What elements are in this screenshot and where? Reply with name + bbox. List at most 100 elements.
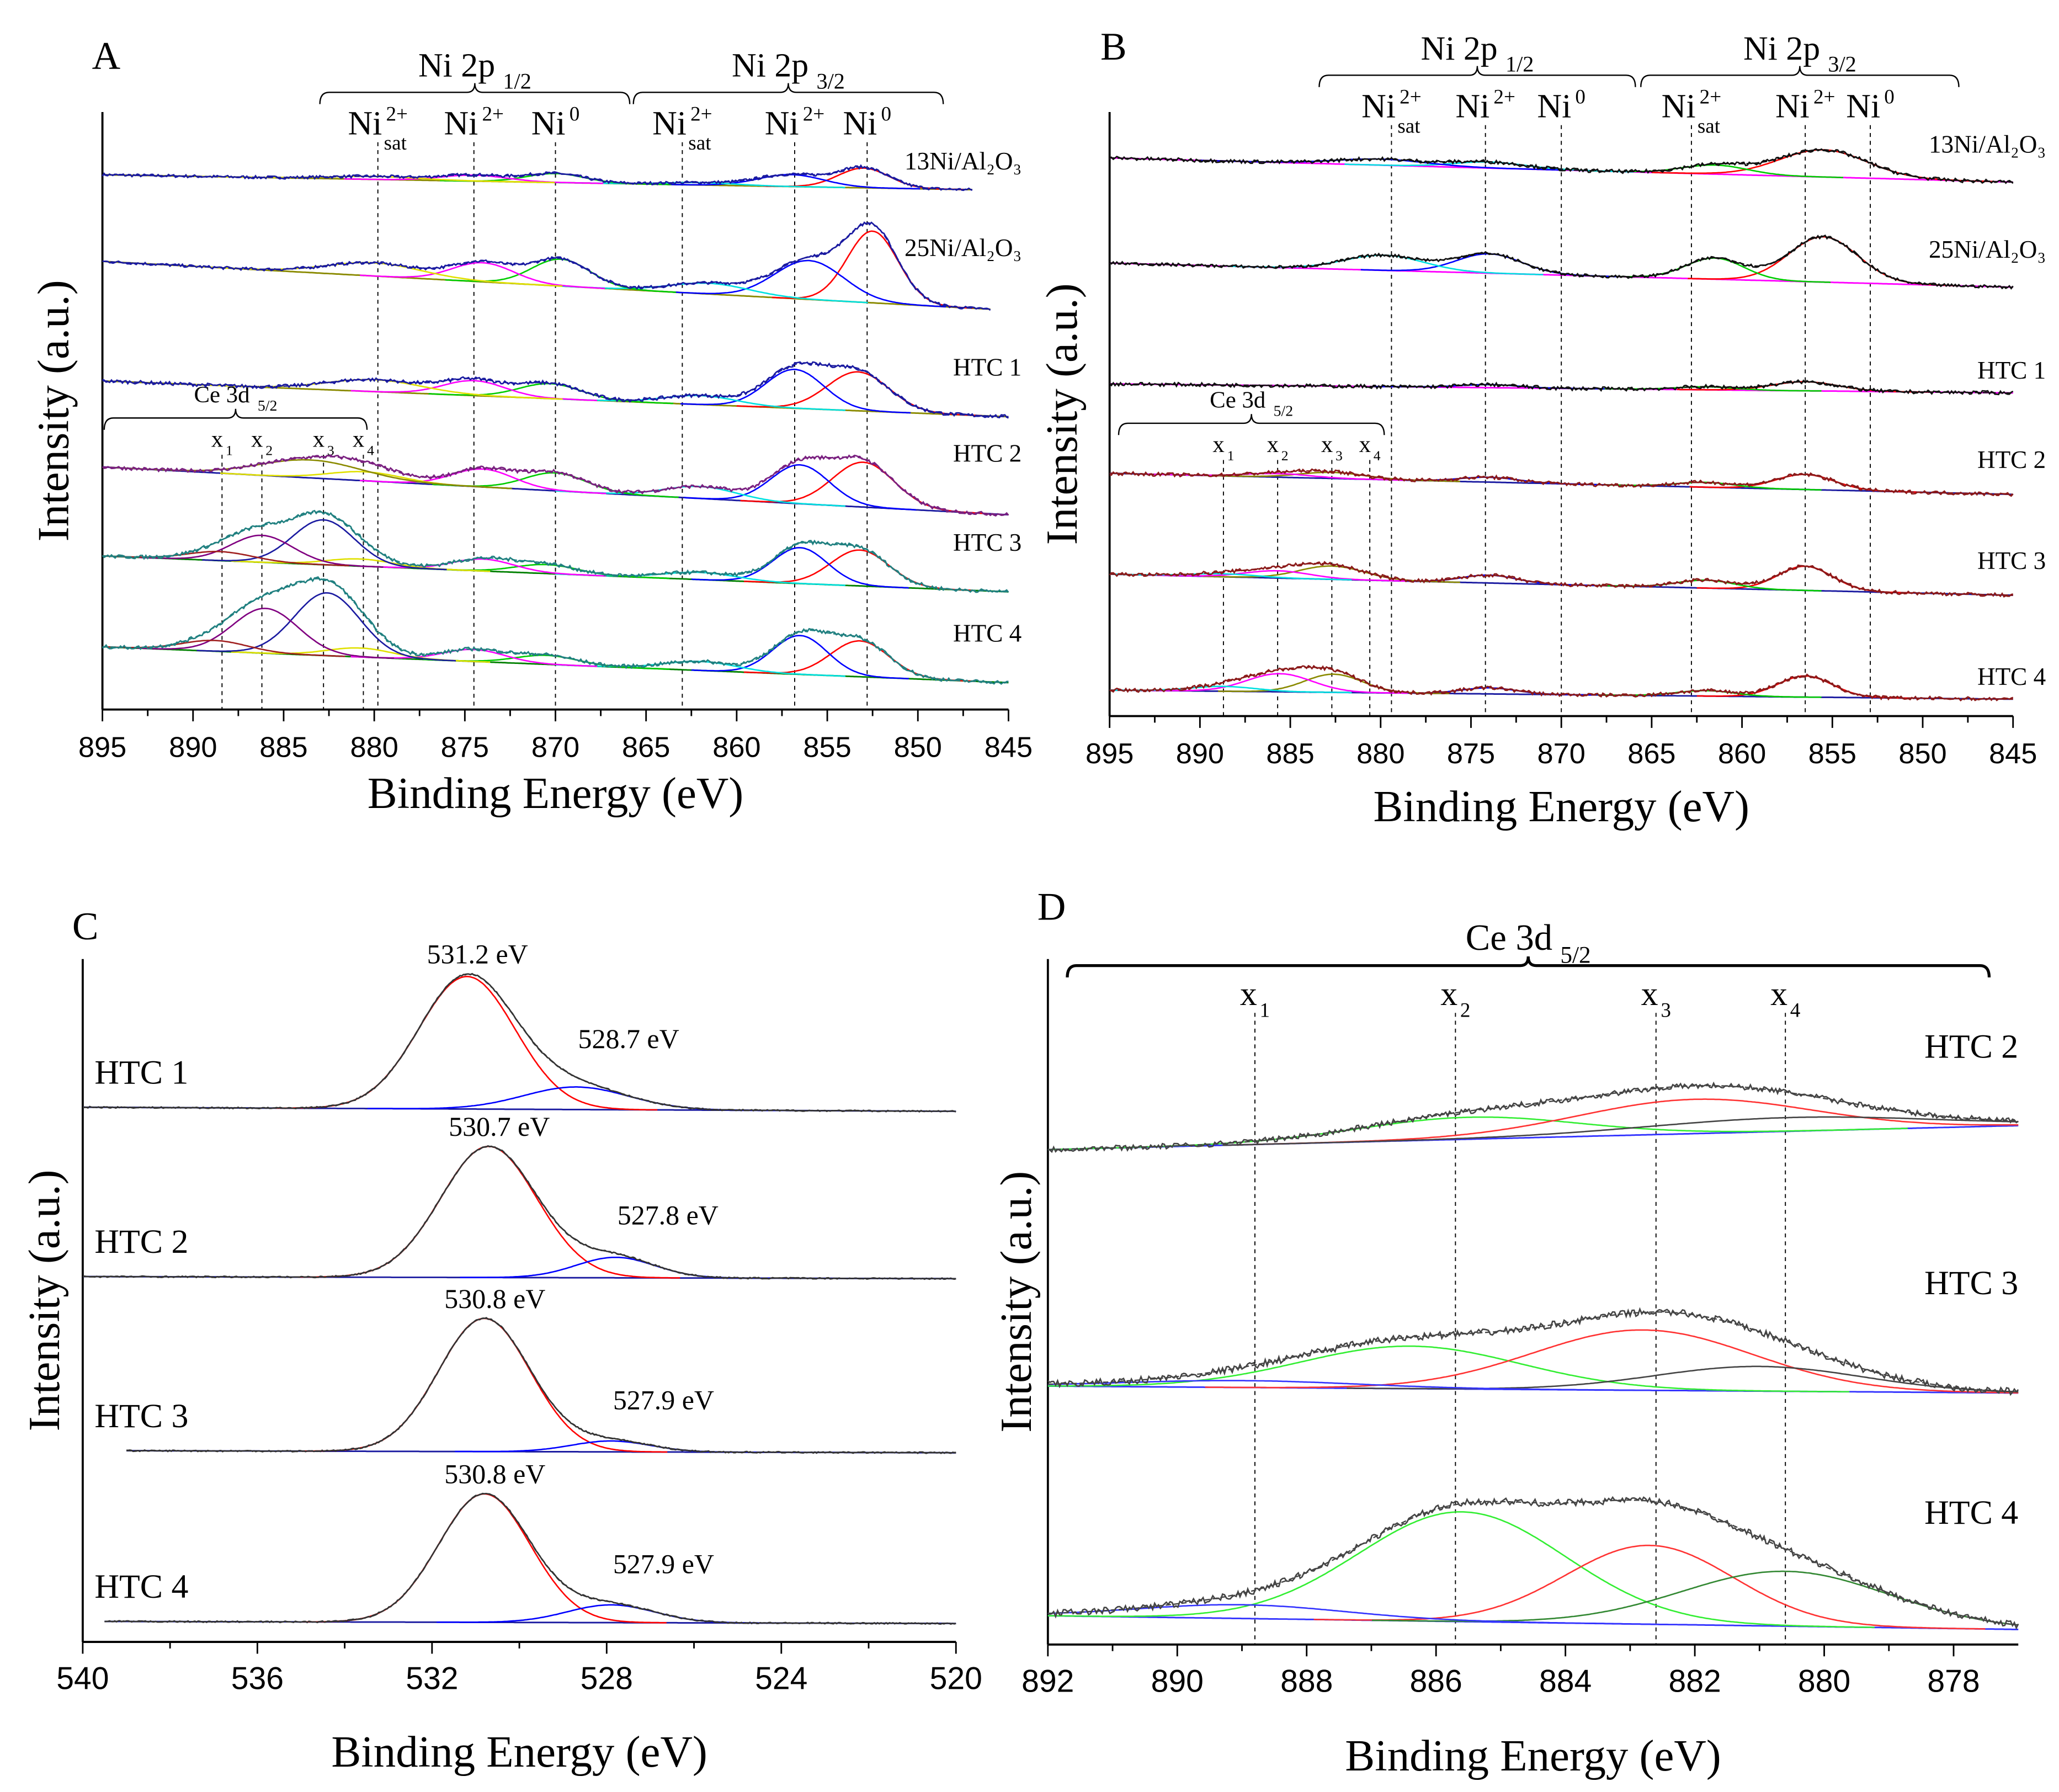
spectrum: HTC 3: [1109, 547, 2046, 598]
series-label: HTC 2: [953, 440, 1021, 467]
fit-component: [1222, 1116, 2019, 1146]
reference-label-main: x: [211, 427, 223, 453]
fit-component: [684, 464, 916, 511]
y-axis-label: Intensity (a.u.): [1038, 283, 1087, 545]
x-tick-label: 865: [622, 731, 670, 763]
fit-component: [680, 369, 911, 414]
panel-D: D 892 890 888 886 884 882 880 878 Binding Energy …: [992, 885, 2019, 1780]
spectrum: HTC 4 530.8 eV 527.9 eV: [94, 1458, 956, 1625]
x-tick-label: 532: [406, 1661, 458, 1697]
fit-component: [743, 640, 975, 682]
reference-label-sup: 0: [570, 103, 580, 126]
series-label: HTC 4: [94, 1568, 188, 1605]
x-tick-label: 528: [581, 1661, 633, 1697]
peak-label: 530.8 eV: [444, 1458, 545, 1489]
reference-label: Ni 2+: [765, 103, 824, 142]
x-tick-label: 855: [803, 731, 851, 763]
reference-label: Ni 2+: [444, 103, 503, 142]
fit-component: [202, 519, 447, 571]
fit-component: [185, 262, 563, 287]
x-tick-label: 890: [169, 731, 217, 763]
reference-label-main: x: [1770, 975, 1787, 1013]
spectrum: HTC 2: [1109, 446, 2046, 497]
series-label: HTC 4: [1924, 1494, 2018, 1532]
reference-label-sub: 3: [1336, 448, 1343, 464]
y-axis-label: Intensity (a.u.): [992, 1171, 1041, 1433]
group-label-sub: 5/2: [1560, 942, 1590, 968]
x-tick-label: 865: [1627, 738, 1675, 770]
group-label: Ni 2p 1/2: [418, 47, 531, 94]
raw-spectrum: [102, 361, 1009, 419]
reference-label: Ni 2+ sat: [1662, 86, 1721, 138]
reference-label-main: Ni: [843, 104, 877, 142]
y-axis-label: Intensity (a.u.): [20, 1169, 69, 1431]
group-label-sub: 5/2: [258, 397, 278, 414]
fit-component: [1230, 1098, 2019, 1146]
reference-label-main: x: [313, 427, 324, 453]
x-tick-label: 888: [1280, 1663, 1333, 1699]
spectrum: HTC 2: [102, 440, 1021, 517]
series-label: 13Ni/Al₂O₃: [905, 147, 1021, 175]
reference-label: Ni 2+: [1455, 86, 1515, 125]
series-label: HTC 4: [953, 619, 1021, 647]
raw-spectrum: [102, 221, 991, 311]
raw-spectrum: [1047, 1081, 2019, 1153]
spectrum: HTC 4: [1047, 1494, 2019, 1630]
series-label: HTC 2: [94, 1223, 188, 1261]
reference-label-sub: sat: [1698, 115, 1721, 137]
reference-label-main: x: [251, 427, 263, 453]
reference-label-sub: 3: [1661, 999, 1671, 1022]
group-label: Ni 2p 3/2: [1743, 30, 1856, 77]
reference-label-sub: 2: [265, 443, 273, 459]
group-bracket: [632, 83, 944, 104]
peak-label: 527.8 eV: [618, 1200, 719, 1231]
group-label-main: Ni 2p: [418, 47, 495, 84]
x-tick-label: 882: [1668, 1663, 1721, 1699]
group-bracket: [1066, 956, 1991, 978]
reference-label-main: x: [1641, 975, 1658, 1013]
fit-component: [359, 468, 606, 494]
spectrum: 13Ni/Al₂O₃: [1109, 131, 2046, 184]
series-label: HTC 1: [953, 354, 1021, 381]
fit-component: [1218, 673, 1450, 694]
fit-component: [196, 592, 456, 662]
fit-component: [102, 551, 349, 567]
x-tick-label: 860: [712, 731, 760, 763]
x-axis-label: Binding Energy (eV): [1345, 1731, 1721, 1780]
x-axis-label: Binding Energy (eV): [368, 769, 743, 818]
series-label: HTC 1: [1977, 357, 2046, 384]
spectrum: 13Ni/Al₂O₃: [102, 147, 1021, 192]
raw-spectrum: [102, 164, 973, 192]
series-label: 25Ni/Al₂O₃: [1929, 236, 2046, 263]
spectrum: HTC 3: [102, 509, 1021, 593]
raw-spectrum: [1047, 1496, 2019, 1630]
x-axis-label: Binding Energy (eV): [1373, 782, 1749, 831]
group-label-sub: 3/2: [1828, 51, 1856, 76]
fit-component: [460, 1257, 773, 1279]
x-tick-label: 845: [1989, 738, 2037, 770]
x-tick-label: 886: [1410, 1663, 1462, 1699]
spectrum: HTC 1: [102, 354, 1021, 419]
reference-label: Ni 0: [1846, 86, 1895, 125]
raw-spectrum: [126, 1317, 956, 1454]
reference-label-sub: 3: [327, 443, 334, 459]
reference-label-sub: 1: [1227, 448, 1235, 464]
x-tick-label: 878: [1927, 1663, 1980, 1699]
raw-spectrum: [102, 454, 1009, 517]
fit-envelope: [1047, 1084, 2019, 1151]
raw-spectrum: [1109, 379, 2014, 396]
reference-label-main: Ni: [444, 104, 478, 142]
x-tick-label: 520: [930, 1661, 982, 1697]
x-tick-label: 880: [1356, 738, 1404, 770]
peak-label: 528.7 eV: [578, 1023, 679, 1054]
spectrum: HTC 1 531.2 eV 528.7 eV: [82, 939, 956, 1113]
reference-label-sup: 0: [1884, 86, 1895, 109]
reference-label-main: x: [1212, 432, 1224, 458]
reference-label-main: x: [1267, 432, 1279, 458]
raw-spectrum: [82, 972, 956, 1113]
group-bracket: [1640, 66, 1960, 87]
reference-label-sub: 4: [1374, 448, 1381, 464]
